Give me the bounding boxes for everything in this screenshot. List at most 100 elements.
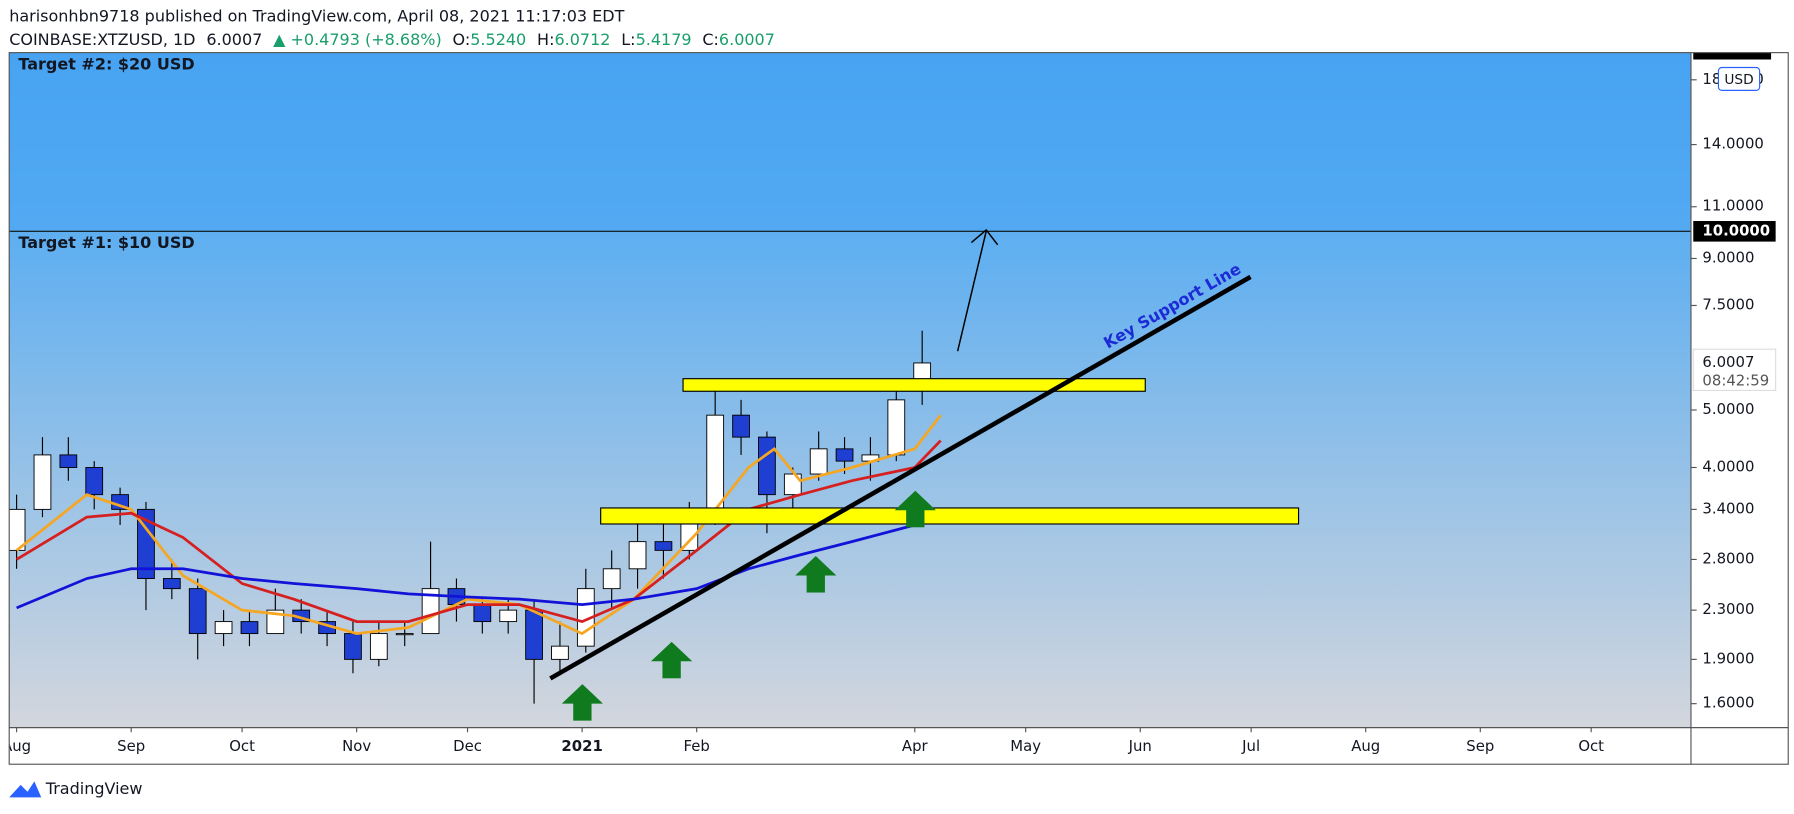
candle-body [809, 448, 828, 475]
candle [33, 437, 52, 518]
x-tick-label: Aug [2, 737, 31, 755]
candle-body [214, 621, 233, 635]
x-tick-label: Apr [902, 737, 929, 755]
x-tick-label: Aug [1351, 737, 1380, 755]
candle-body [654, 541, 673, 551]
candle-body [887, 399, 906, 456]
y-tick-label: 14.0000 [1702, 135, 1763, 153]
candle-body [85, 467, 104, 496]
arrow-head [970, 228, 999, 246]
candle-body [162, 578, 181, 590]
last-price-bg [1692, 348, 1777, 391]
ohlc-value: 5.4179 [636, 30, 692, 49]
candle-body [421, 588, 440, 635]
projection-arrow [956, 230, 987, 352]
ohlc-label: C: [702, 30, 719, 49]
x-tick-label: Jul [1241, 737, 1260, 755]
y-tick-label: 5.0000 [1702, 400, 1754, 418]
candle-body [395, 633, 414, 636]
candle [369, 621, 388, 667]
candle [706, 390, 725, 526]
brand: TradingView [45, 779, 143, 798]
moving-average [16, 513, 942, 610]
candle-body [59, 454, 78, 468]
annotation: Target #1: $10 USD [18, 233, 194, 252]
x-tick-label: Feb [684, 737, 710, 755]
candle [266, 588, 285, 635]
y-tick-label: 7.5000 [1702, 295, 1754, 313]
candle-body [240, 621, 259, 635]
candle [59, 437, 78, 481]
candle-body [33, 454, 52, 510]
candle-body [344, 633, 362, 660]
support-zone [600, 507, 1300, 525]
axes: 1.6000 1.9000 2.3000 2.8000 3.4000 4.0000 5.00… [2, 70, 1777, 755]
y-tick-label: 9.0000 [1702, 248, 1754, 266]
last-price-label: 6.0007 [1702, 353, 1754, 371]
price-line-label-bg [1693, 221, 1776, 242]
annotation: Target #2: $20 USD [18, 55, 194, 74]
ohlc-value: 5.5240 [470, 30, 526, 49]
y-tick-label: 11.0000 [1702, 197, 1763, 215]
price-axis-flag [1693, 52, 1772, 60]
publisher-line: harisonhbn9718 published on TradingView.… [9, 7, 624, 26]
candle-body [266, 609, 285, 635]
x-tick-label: Sep [1466, 737, 1494, 755]
candle-body [628, 541, 647, 570]
candle-body [732, 414, 750, 438]
candle [85, 461, 104, 510]
candle [835, 437, 854, 475]
y-tick-label: 3.4000 [1702, 499, 1754, 517]
ohlc-value: 6.0712 [554, 30, 610, 49]
symbol: COINBASE:XTZUSD, 1D [9, 30, 195, 49]
y-tick-label: 1.9000 [1702, 649, 1754, 667]
footer: TradingView [9, 779, 142, 798]
x-tick-label: Oct [1578, 737, 1604, 755]
price: 6.0007 [206, 30, 262, 49]
candle-body [499, 609, 518, 623]
candle-body [551, 645, 569, 660]
candle [395, 621, 414, 647]
candle [188, 578, 207, 660]
candle-body [835, 448, 854, 462]
y-tick-label: 2.8000 [1702, 549, 1754, 567]
x-tick-label: 2021 [561, 737, 602, 755]
candle-body [137, 508, 155, 579]
support-line [549, 274, 1252, 681]
ohlc-label: O: [453, 30, 471, 49]
candle-body [525, 609, 543, 660]
countdown: 08:42:59 [1702, 371, 1769, 389]
candle [809, 431, 828, 481]
candle-body [188, 588, 207, 635]
x-tick-label: Sep [117, 737, 145, 755]
candle [162, 559, 181, 600]
candle [783, 467, 802, 510]
x-tick-label: May [1010, 737, 1041, 755]
candle-body [758, 436, 776, 496]
target-zone [9, 52, 1691, 232]
currency-button[interactable] [1717, 66, 1761, 91]
candle [344, 621, 362, 674]
time-axis [9, 727, 1691, 765]
y-tick-label: 1.6000 [1702, 694, 1754, 712]
candle-body [783, 473, 802, 496]
candle-body [602, 568, 621, 590]
candle-body [369, 633, 388, 660]
resistance-zone [682, 378, 1146, 392]
x-tick-label: Nov [342, 737, 371, 755]
x-tick-label: Oct [229, 737, 255, 755]
ohlc-value: 6.0007 [719, 30, 775, 49]
ohlc-label: H: [537, 30, 554, 49]
x-ticks: Aug Sep Oct Nov Dec 2021 Feb Apr May Jun Jul Aug Sep… [2, 727, 1604, 755]
candle-body [473, 604, 492, 623]
plot [9, 230, 1691, 704]
currency-label[interactable]: USD [1724, 72, 1753, 88]
symbol-line: COINBASE:XTZUSD, 1D 6.0007 ▲ +0.4793 (+8… [9, 30, 775, 49]
candle [9, 494, 26, 569]
x-tick-label: Dec [453, 737, 482, 755]
change: ▲ +0.4793 (+8.68%) [273, 30, 442, 49]
ohlc-label: L: [621, 30, 635, 49]
candle [551, 621, 569, 674]
